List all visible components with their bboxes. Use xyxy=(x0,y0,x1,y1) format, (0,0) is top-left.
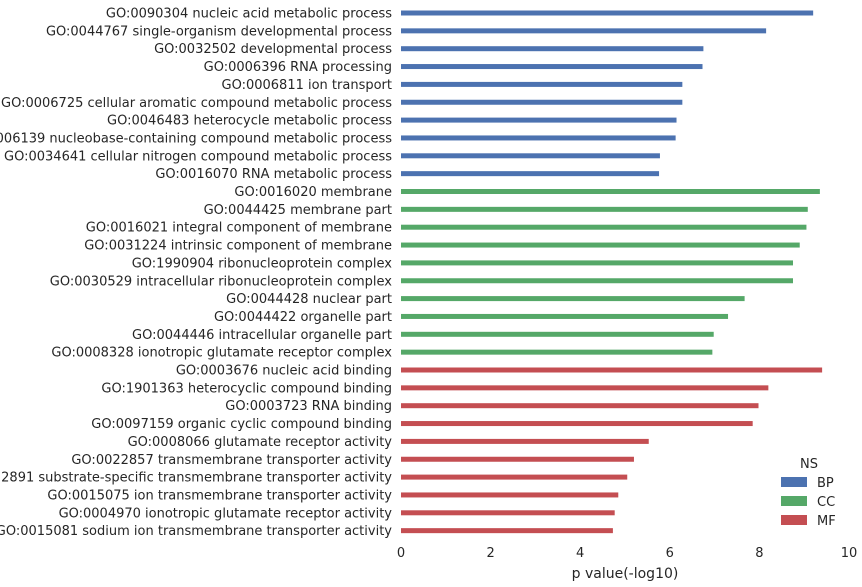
x-tick-label: 10 xyxy=(841,546,858,561)
bar-5 xyxy=(401,81,683,87)
category-label: GO:0004970 ionotropic glutamate receptor… xyxy=(59,506,393,521)
bar-20 xyxy=(401,349,713,355)
bar-15 xyxy=(401,260,793,266)
legend-swatch-cc xyxy=(781,496,807,506)
category-label: GO:0008066 glutamate receptor activity xyxy=(128,435,393,450)
category-label: GO:0006396 RNA processing xyxy=(204,60,392,75)
legend-title: NS xyxy=(800,457,818,472)
bar-6 xyxy=(401,99,683,105)
bar-3 xyxy=(401,46,704,52)
legend-label-cc: CC xyxy=(817,495,835,510)
bar-22 xyxy=(401,385,769,391)
legend-swatch-mf xyxy=(781,515,807,525)
x-tick-labels-group: 0 2 4 6 8 10 xyxy=(397,546,857,561)
bar-2 xyxy=(401,28,767,34)
bar-28 xyxy=(401,492,619,498)
category-label: GO:0008328 ionotropic glutamate receptor… xyxy=(51,346,392,361)
category-label: GO:0097159 organic cyclic compound bindi… xyxy=(91,417,392,432)
bar-18 xyxy=(401,313,729,319)
bar-13 xyxy=(401,224,807,230)
category-label: GO:0003676 nucleic acid binding xyxy=(176,364,392,379)
category-label: GO:0090304 nucleic acid metabolic proces… xyxy=(106,7,392,22)
category-label: GO:0032502 developmental process xyxy=(154,42,392,57)
bar-17 xyxy=(401,296,745,302)
bar-7 xyxy=(401,117,677,123)
x-tick-label: 6 xyxy=(666,546,674,561)
category-label: GO:0034641 cellular nitrogen compound me… xyxy=(4,149,392,164)
bar-23 xyxy=(401,403,759,409)
category-label: GO:0022857 transmembrane transporter act… xyxy=(71,453,392,468)
bar-11 xyxy=(401,189,820,194)
category-label: GO:0016020 membrane xyxy=(234,185,392,200)
category-label: GO:0016070 RNA metabolic process xyxy=(155,167,392,182)
bar-27 xyxy=(401,474,628,480)
bar-19 xyxy=(401,331,714,337)
category-label: GO:1990904 ribonucleoprotein complex xyxy=(132,256,393,271)
category-label: GO:0044446 intracellular organelle part xyxy=(132,328,392,343)
bar-21 xyxy=(401,367,823,373)
category-label: GO:0044428 nuclear part xyxy=(226,292,392,307)
bar-25 xyxy=(401,438,649,444)
bar-1 xyxy=(401,10,814,16)
legend-label-mf: MF xyxy=(817,514,836,529)
category-label: GO:1901363 heterocyclic compound binding xyxy=(101,381,392,396)
category-label: GO:0003723 RNA binding xyxy=(225,399,392,414)
bar-24 xyxy=(401,421,753,427)
bar-29 xyxy=(401,510,615,516)
x-tick-label: 8 xyxy=(755,546,763,561)
category-label: GO:0046483 heterocycle metabolic process xyxy=(107,114,392,129)
bar-16 xyxy=(401,278,793,284)
legend: NS BP CC MF xyxy=(781,457,836,529)
bar-26 xyxy=(401,456,634,462)
x-tick-label: 4 xyxy=(576,546,584,561)
category-label: GO:0015075 ion transmembrane transporter… xyxy=(47,488,392,503)
x-tick-label: 2 xyxy=(486,546,494,561)
bar-8 xyxy=(401,135,676,141)
legend-label-bp: BP xyxy=(817,476,834,491)
category-label: GO:0044767 single-organism developmental… xyxy=(46,24,392,39)
x-tick-label: 0 xyxy=(397,546,405,561)
category-label: GO:0006725 cellular aromatic compound me… xyxy=(1,96,392,111)
category-label: GO:0006811 ion transport xyxy=(222,78,393,93)
category-label: GO:0044425 membrane part xyxy=(204,203,392,218)
category-labels-group: GO:0090304 nucleic acid metabolic proces… xyxy=(0,7,392,540)
bar-12 xyxy=(401,206,808,212)
category-label: GO:0022891 substrate-specific transmembr… xyxy=(0,471,392,486)
category-label: GO:0006139 nucleobase-containing compoun… xyxy=(0,131,392,146)
legend-swatch-bp xyxy=(781,477,807,487)
bar-4 xyxy=(401,64,703,70)
bar-14 xyxy=(401,242,800,248)
bar-30 xyxy=(401,528,613,534)
category-label: GO:0031224 intrinsic component of membra… xyxy=(84,239,392,254)
bar-10 xyxy=(401,171,660,177)
category-label: GO:0044422 organelle part xyxy=(214,310,392,325)
bars-group xyxy=(401,10,823,534)
category-label: GO:0015081 sodium ion transmembrane tran… xyxy=(0,524,392,539)
bar-9 xyxy=(401,153,660,159)
x-axis-title: p value(-log10) xyxy=(572,566,679,582)
category-label: GO:0016021 integral component of membran… xyxy=(86,221,392,236)
category-label: GO:0030529 intracellular ribonucleoprote… xyxy=(50,274,393,289)
